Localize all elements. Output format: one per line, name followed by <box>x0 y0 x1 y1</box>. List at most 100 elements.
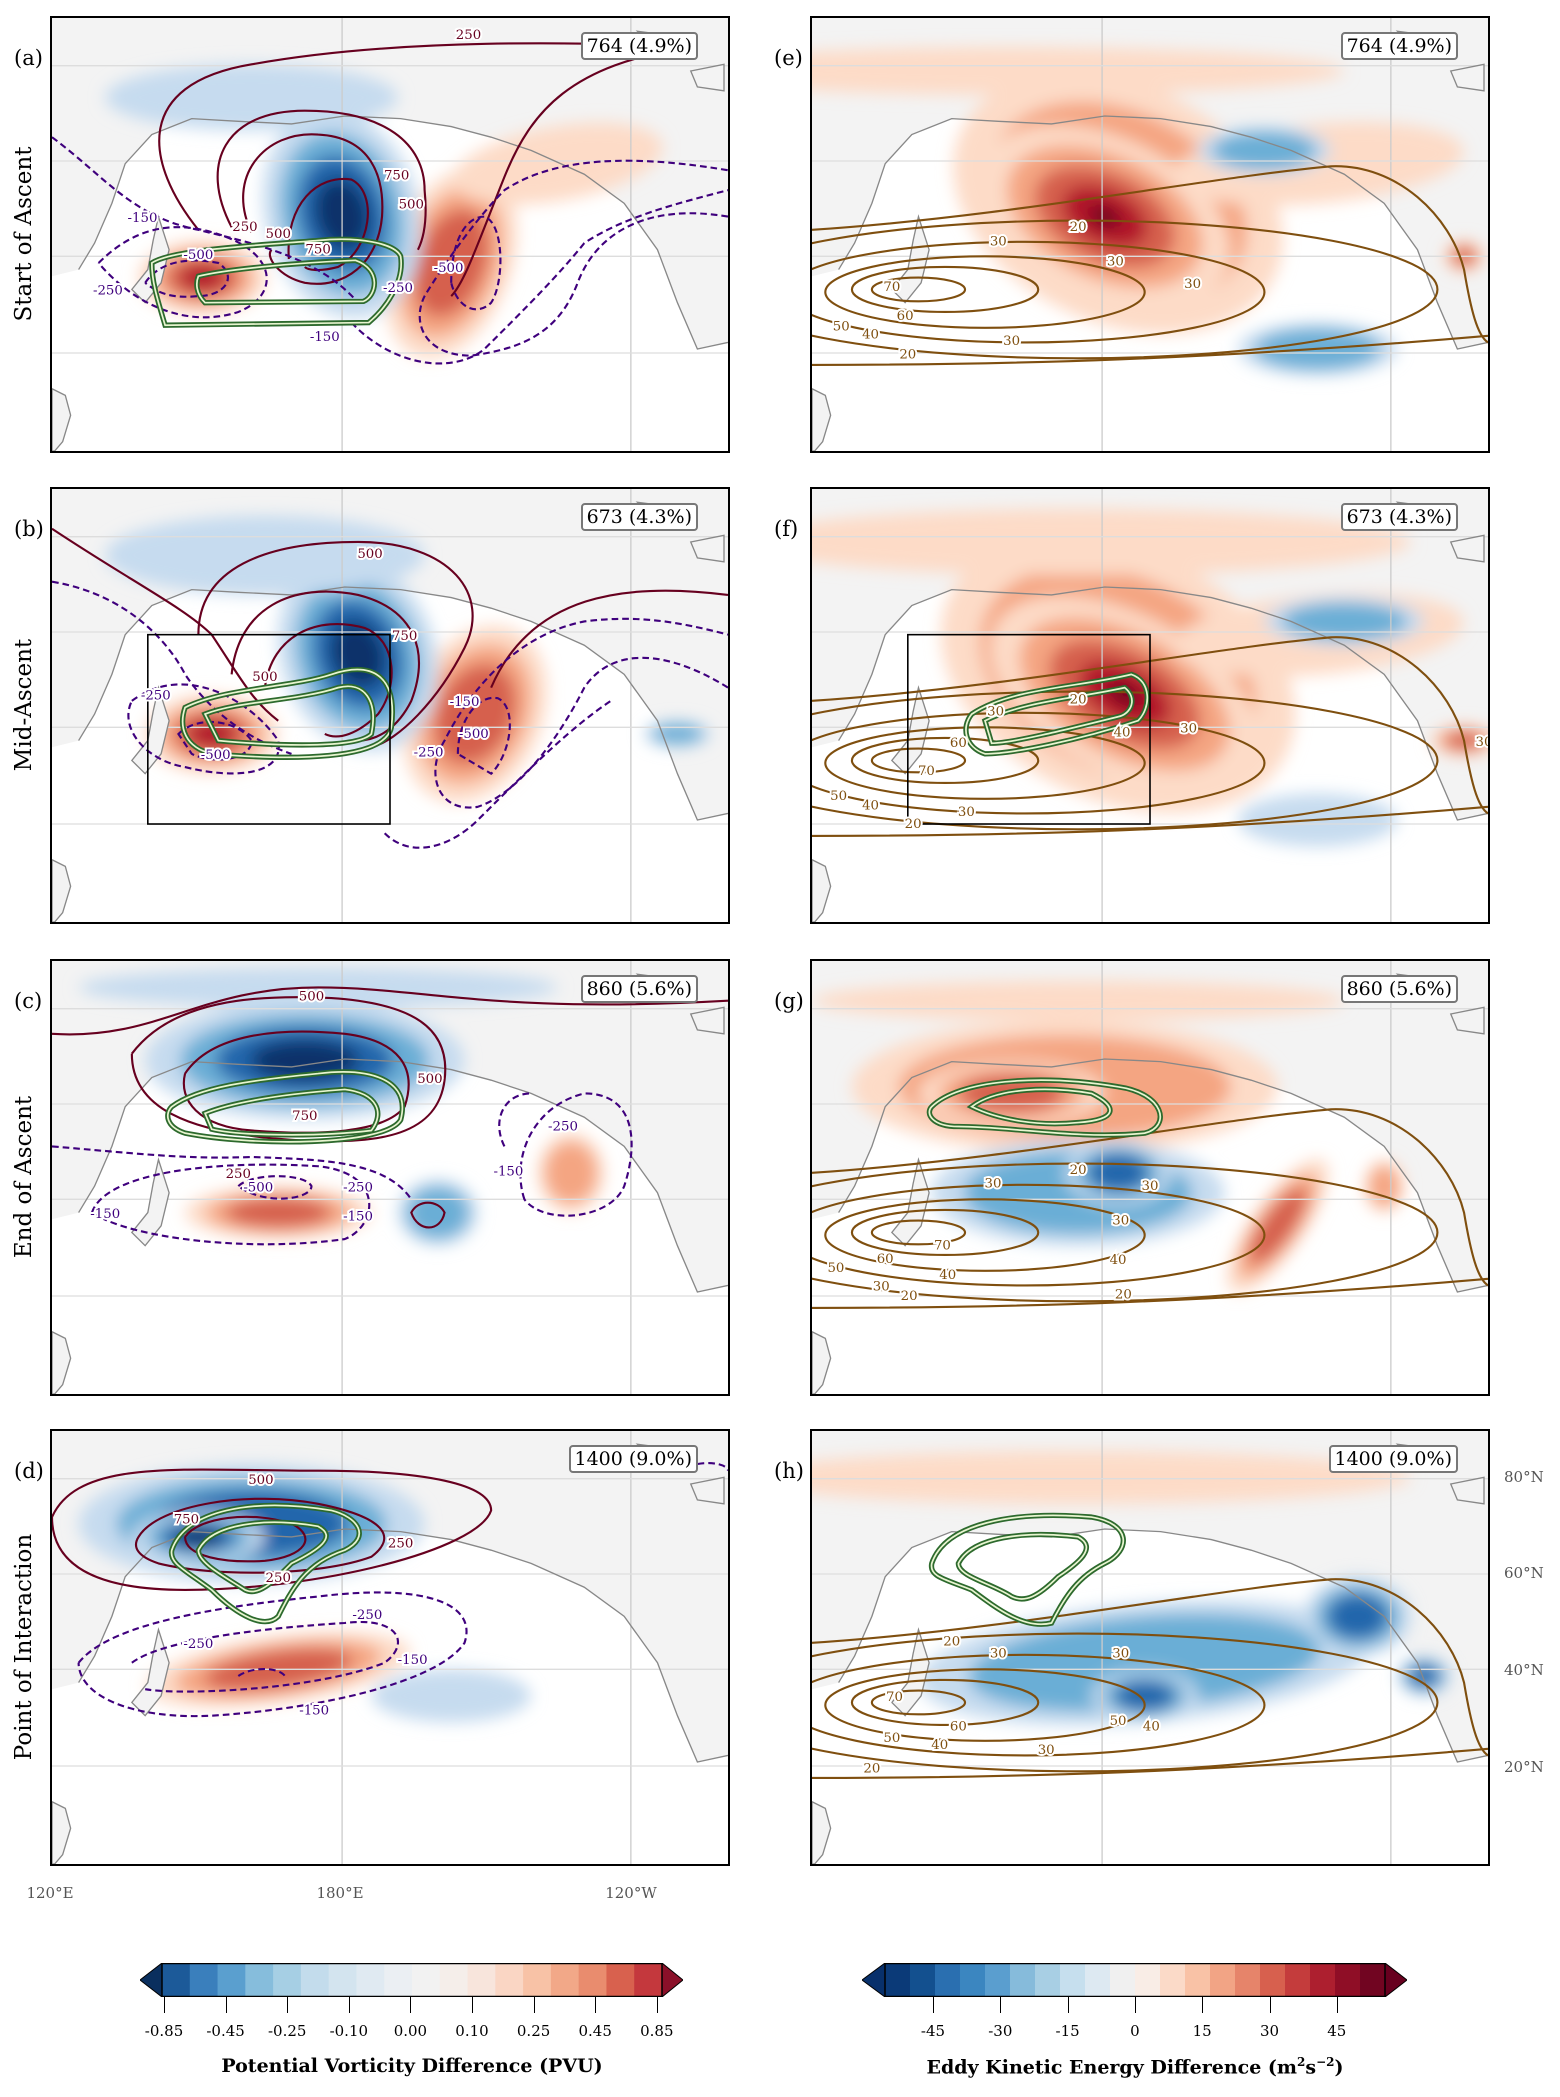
colorbar-segment <box>328 1963 357 1997</box>
pv-contour-negative <box>97 226 268 319</box>
field-blob <box>812 508 1411 576</box>
contour-label: -500 <box>201 748 231 763</box>
jet-contour <box>812 711 1266 815</box>
pv-contour-negative <box>350 189 728 365</box>
field-blob <box>1368 1165 1400 1207</box>
colorbar-tick <box>287 1997 289 2013</box>
field-blob <box>371 1669 532 1723</box>
colorbar-tick-label: 0.45 <box>578 2022 612 2040</box>
coastline-philippines <box>812 1331 832 1394</box>
coastline-japan <box>130 1627 170 1717</box>
contour-label: 30 <box>985 1176 1002 1191</box>
contour-label: -250 <box>141 689 171 704</box>
contour-label: 30 <box>1184 277 1201 292</box>
map-panel-b: 500 750 500 -250 -500 -150 -500 -250 673 (4.3%) <box>50 487 730 924</box>
colorbar-segment <box>495 1963 524 1997</box>
colorbar-eke <box>862 1963 1407 1997</box>
panel-label: (d) <box>14 1459 44 1483</box>
contour-label: -250 <box>93 284 123 299</box>
coastline <box>78 115 728 350</box>
contour-label: 30 <box>873 1280 890 1295</box>
pv-contour-negative <box>52 580 292 755</box>
sample-count-badge: 673 (4.3%) <box>1340 503 1458 531</box>
panel-label: (g) <box>774 989 804 1013</box>
field-blob <box>1409 1664 1440 1688</box>
colorbar-segment <box>550 1963 580 1997</box>
contour-label: 50 <box>833 320 850 335</box>
colorbar-outline <box>161 1963 663 1997</box>
coastline <box>78 1528 728 1763</box>
colorbar-tick-label: 0.25 <box>516 2022 551 2040</box>
contour-label: 70 <box>886 1690 903 1705</box>
field-blob <box>545 1141 597 1204</box>
contour-label: -500 <box>243 1180 273 1195</box>
colorbar-title-text: ) <box>1334 2056 1344 2079</box>
contour-label: 40 <box>931 1738 948 1753</box>
field-blob <box>452 122 663 205</box>
panel-label: (b) <box>14 517 44 541</box>
pv-contour-negative <box>383 699 612 849</box>
pv-contour-negative <box>144 259 229 298</box>
contour-label: 20 <box>1070 220 1087 235</box>
colorbar-segment <box>885 1963 911 1997</box>
pv-contour-positive <box>287 177 369 272</box>
contour-label: 30 <box>987 704 1004 719</box>
contour-label: 60 <box>950 1719 967 1734</box>
contour-label: 20 <box>1070 693 1087 708</box>
sample-count-badge: 764 (4.9%) <box>1340 32 1458 60</box>
contour-label: 30 <box>1107 255 1124 270</box>
map-panel-e: 20 30 30 70 60 50 40 30 20 30 764 (4.9%) <box>810 16 1490 453</box>
contour-label: 750 <box>305 243 330 258</box>
pv-contour-positive <box>242 133 384 285</box>
latitude-label: 80°N <box>1504 1468 1544 1486</box>
ascent-density-contour-inner <box>150 238 402 327</box>
colorbar-tick <box>348 1997 350 2013</box>
sample-count-badge: 673 (4.3%) <box>580 503 698 531</box>
pv-contour-negative <box>519 1092 633 1217</box>
field-blob <box>414 209 489 317</box>
jet-contour <box>812 1578 1488 1757</box>
pv-contour-negative <box>177 720 253 761</box>
longitude-label: 120°E <box>26 1884 74 1902</box>
land-mask <box>812 18 1488 350</box>
ascent-density-contour-inner <box>983 686 1133 745</box>
jet-contour <box>850 265 1040 314</box>
field-blob <box>1088 1154 1148 1192</box>
colorbar-tick-label: 0.10 <box>455 2022 489 2040</box>
ascent-density-contour-inner <box>181 668 394 759</box>
contour-label: -150 <box>310 330 340 345</box>
contour-label: 70 <box>934 1239 951 1254</box>
colorbar-segment <box>985 1963 1011 1997</box>
jet-contour <box>812 1653 1266 1757</box>
pv-contour-negative <box>52 1145 413 1200</box>
colorbar-tick <box>1134 1997 1136 2013</box>
jet-contour <box>824 1198 1146 1272</box>
contour-label: 40 <box>1143 1719 1160 1734</box>
jet-contour <box>812 690 1439 831</box>
jet-contour <box>812 240 1266 344</box>
colorbar-segment <box>1085 1963 1111 1997</box>
colorbar-title: Potential Vorticity Difference (PVU) <box>221 2055 603 2077</box>
colorbar-tick <box>595 1997 597 2013</box>
colorbar-segment <box>935 1963 961 1997</box>
row-title: Point of Interaction <box>11 1533 37 1761</box>
field-blob <box>105 64 398 131</box>
colorbar-segment <box>1035 1963 1061 1997</box>
colorbar-segment <box>1110 1963 1136 1997</box>
sample-count-badge: 860 (5.6%) <box>580 975 698 1003</box>
latitude-label: 40°N <box>1504 1661 1544 1679</box>
pv-contour-negative <box>456 696 511 776</box>
colorbar-segment <box>1135 1963 1161 1997</box>
colorbar-tick <box>164 1997 165 2013</box>
ascent-density-contour-inner <box>197 1521 327 1593</box>
colorbar-tick-label: -0.25 <box>267 2022 307 2040</box>
jet-contour <box>850 1208 1040 1257</box>
contour-label: -150 <box>128 211 158 226</box>
contour-label: 750 <box>292 1109 317 1124</box>
colorbar-tick-label: 0.85 <box>640 2022 674 2040</box>
contour-label: -500 <box>183 248 213 263</box>
jet-contour <box>812 165 1488 344</box>
colorbar-extend-max <box>1384 1963 1407 1997</box>
jet-contour <box>850 736 1040 785</box>
contour-label: -500 <box>459 727 489 742</box>
